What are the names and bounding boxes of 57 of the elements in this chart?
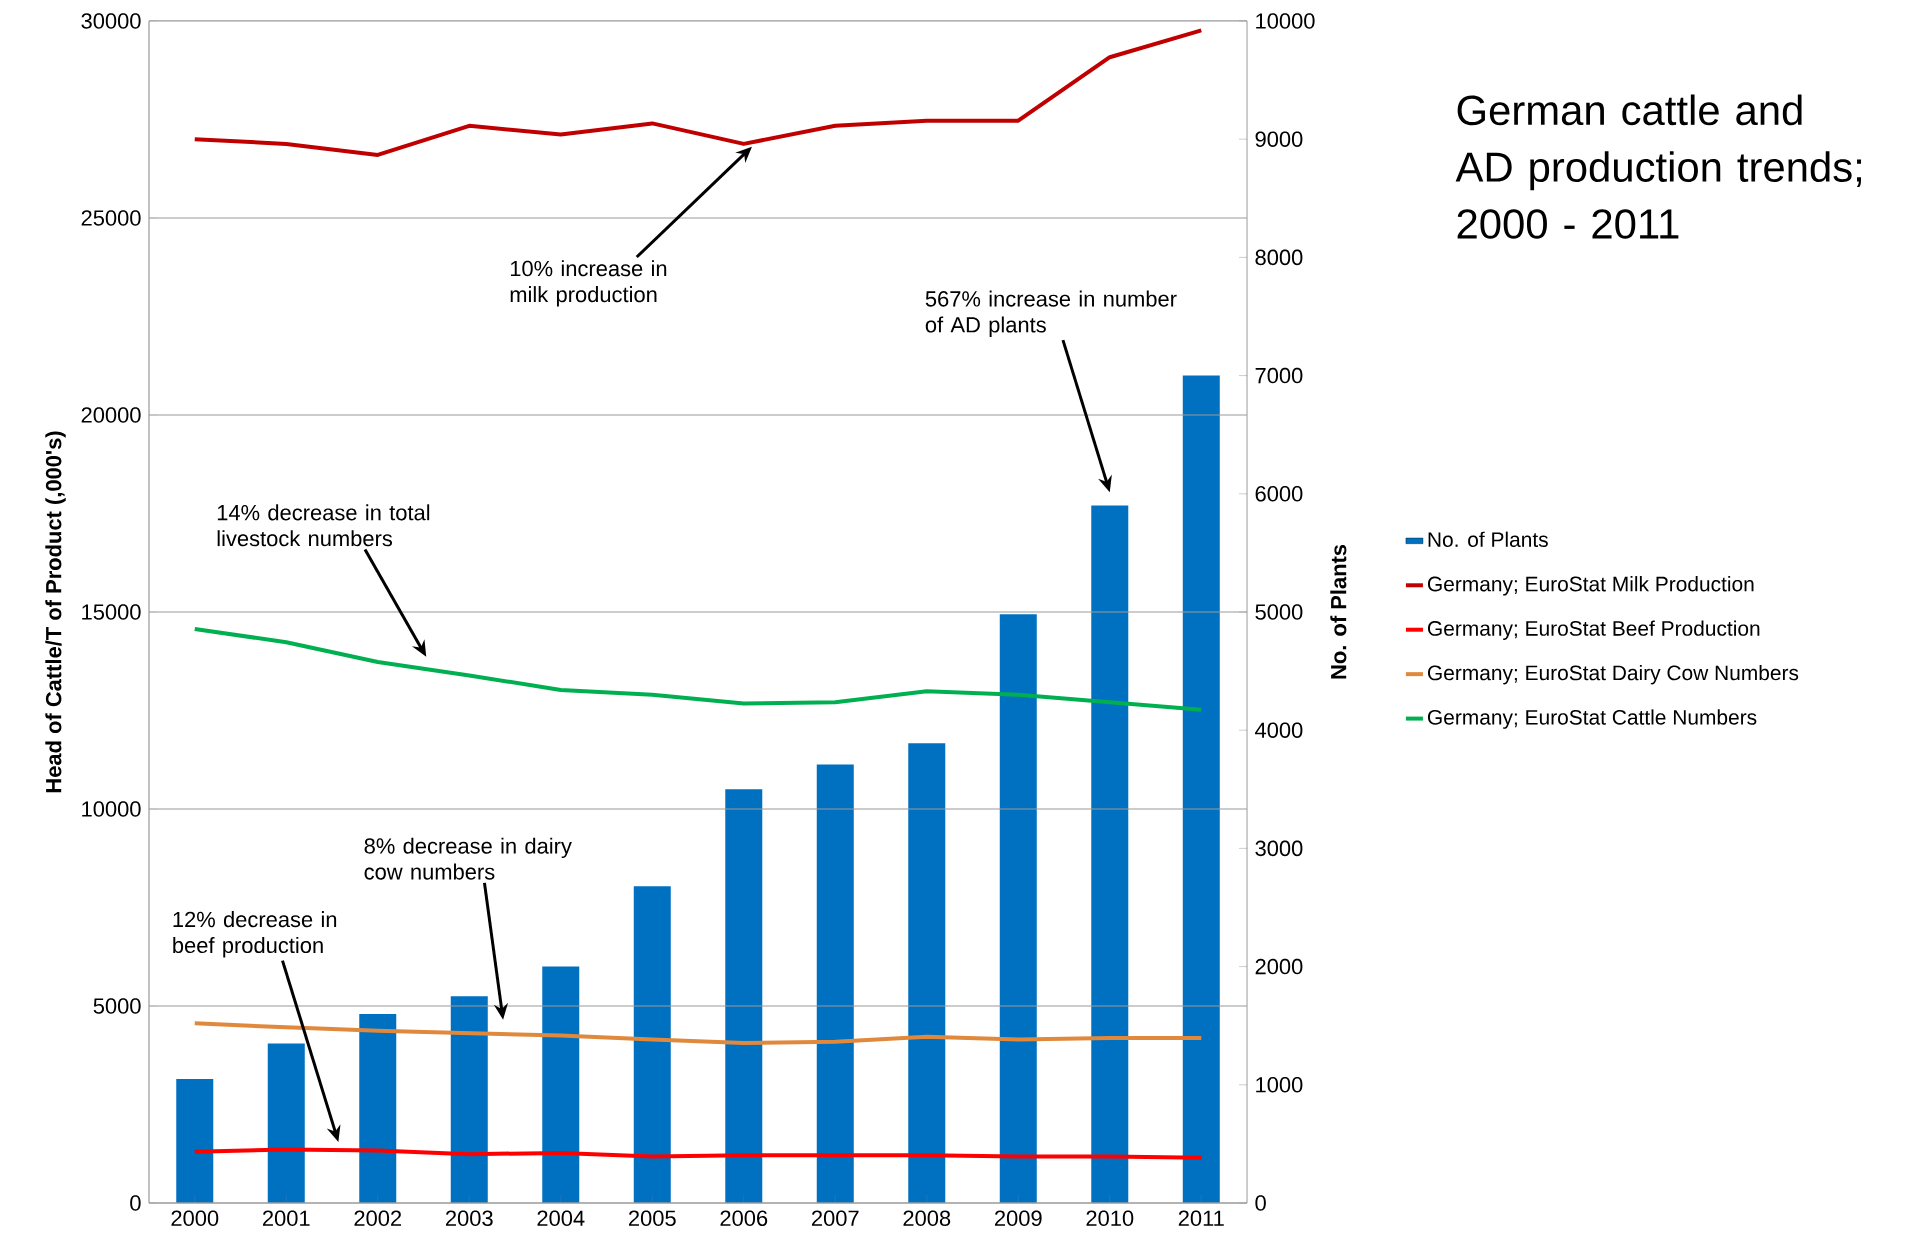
y2-tick-label: 7000 <box>1255 367 1303 384</box>
y2-tick-label: 4000 <box>1255 722 1303 738</box>
y-tick-label: 20000 <box>81 407 141 423</box>
bar <box>816 764 854 1203</box>
x-tick-label: 2011 <box>1178 1210 1224 1227</box>
bar <box>450 996 488 1203</box>
y2-axis-title: No. of Plants <box>1330 544 1347 679</box>
y-tick-label: 0 <box>130 1195 141 1211</box>
x-tick-label: 2009 <box>995 1210 1042 1227</box>
legend-label: Germany; EuroStat Milk Production <box>1427 576 1754 596</box>
x-tick-label: 2001 <box>262 1210 310 1227</box>
line-series <box>192 626 1204 712</box>
bar <box>542 966 580 1203</box>
annotation: 8% decrease in dairy cow numbers <box>364 837 572 880</box>
legend-label: No. of Plants <box>1428 531 1548 547</box>
bar <box>725 789 763 1203</box>
y2-tick-label: 6000 <box>1255 486 1303 502</box>
y2-tick-label: 9000 <box>1255 131 1303 147</box>
text: German cattle and AD production trends; 2000 - 2011 <box>1455 94 1862 239</box>
y-tick-label: 30000 <box>81 13 141 29</box>
x-tick-label: 2010 <box>1086 1210 1134 1227</box>
y2-tick-label: 8000 <box>1255 249 1303 266</box>
bar <box>1182 375 1220 1203</box>
y-tick-label: 15000 <box>82 604 141 620</box>
x-tick-label: 2000 <box>171 1210 219 1227</box>
x-tick-label: 2005 <box>628 1210 676 1227</box>
x-tick-label: 2008 <box>903 1210 951 1227</box>
annotation: 567% increase in number of AD plants <box>925 290 1177 337</box>
x-tick-label: 2002 <box>354 1210 402 1227</box>
bar <box>267 1043 305 1203</box>
x-tick-label: 2003 <box>445 1210 493 1227</box>
y2-tick-label: 2000 <box>1255 958 1303 975</box>
y2-tick-label: 10000 <box>1256 13 1315 29</box>
y-tick-label: 5000 <box>93 998 141 1014</box>
x-tick-label: 2007 <box>812 1210 859 1227</box>
y2-tick-label: 5000 <box>1255 604 1303 620</box>
bar <box>908 743 946 1203</box>
legend-label: Germany; EuroStat Dairy Cow Numbers <box>1427 664 1799 685</box>
bar <box>999 614 1037 1203</box>
line-series <box>192 28 1204 157</box>
annotation: 14% decrease in total livestock numbers <box>217 504 430 547</box>
legend-label: Germany; EuroStat Beef Production <box>1427 620 1760 640</box>
bar <box>359 1013 397 1203</box>
y-tick-label: 25000 <box>81 210 141 226</box>
bar <box>633 886 671 1203</box>
annotation: 10% increase in milk production <box>510 260 667 307</box>
y2-tick-label: 1000 <box>1256 1077 1303 1093</box>
x-tick-label: 2006 <box>720 1210 768 1227</box>
legend-label: Germany; EuroStat Cattle Numbers <box>1427 709 1757 729</box>
y-axis-title: Head of Cattle/T of Product (,000's) <box>45 431 66 793</box>
bar <box>176 1078 214 1203</box>
y2-tick-label: 3000 <box>1255 840 1303 857</box>
y-tick-label: 10000 <box>82 801 141 817</box>
annotation: 12% decrease in beef production <box>173 911 337 958</box>
y2-tick-label: 0 <box>1255 1195 1266 1211</box>
bar <box>1091 505 1129 1203</box>
x-tick-label: 2004 <box>537 1210 585 1227</box>
